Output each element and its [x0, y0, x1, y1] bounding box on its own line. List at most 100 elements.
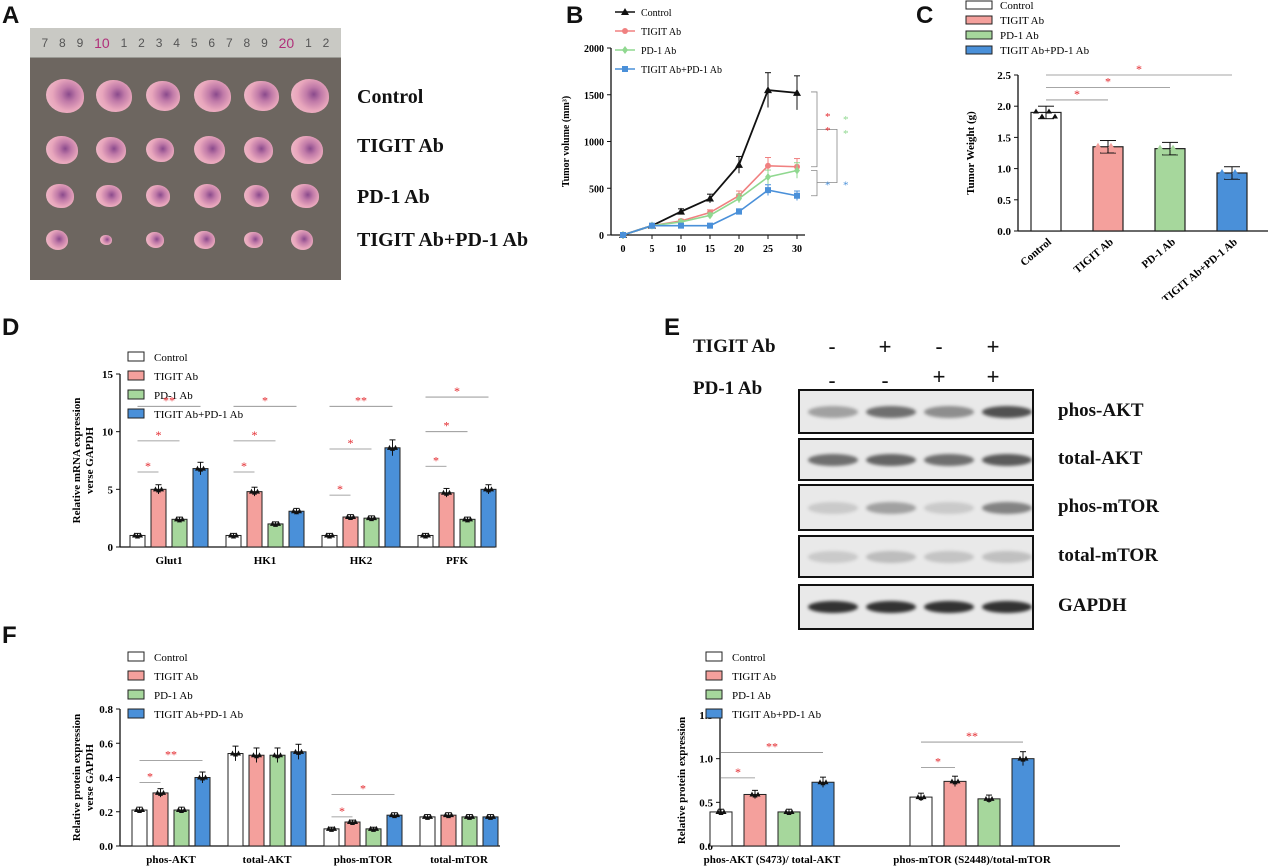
replicate-point [132, 532, 137, 538]
blot-band [924, 405, 974, 418]
tumor-specimen [291, 230, 313, 250]
category-label: Control [1018, 236, 1054, 269]
tumor-volume-line-chart: 0 500 1000 1500 2000 0 5 10 15 20 25 30 Tumor volume… [561, 8, 849, 255]
replicate-point [755, 791, 761, 797]
blot-label: total-mTOR [1058, 544, 1158, 566]
replicate-point [1046, 108, 1052, 114]
panel-letter-d: D [2, 314, 20, 341]
legend-label: TIGIT Ab+PD-1 Ab [641, 65, 722, 76]
x-tick-label: 30 [792, 244, 802, 255]
replicate-point [989, 795, 995, 801]
blot-label: phos-mTOR [1058, 495, 1160, 517]
replicate-point [330, 532, 335, 538]
replicate-point [251, 752, 256, 758]
bar [482, 816, 499, 847]
replicate-point [721, 808, 727, 814]
replicate-point [228, 532, 233, 538]
y-axis-label: Tumor Weight (g) [965, 111, 977, 195]
significance-star: * [843, 128, 849, 140]
replicate-point [230, 750, 235, 756]
bar [438, 492, 455, 548]
y-tick-label: 0.8 [99, 704, 113, 716]
legend-swatch [965, 15, 993, 25]
y-tick-label: 5 [108, 484, 114, 496]
replicate-point [387, 444, 392, 450]
pd1-lane-sign: - [828, 368, 836, 393]
legend-swatch [127, 389, 145, 400]
panel-letter-e: E [664, 314, 681, 341]
legend-swatch [127, 708, 145, 719]
panel-letter-c: C [916, 2, 934, 29]
bar [943, 780, 967, 847]
legend-swatch [705, 651, 723, 662]
tumor-specimen [193, 230, 215, 250]
panel-letter-f: F [2, 622, 17, 649]
bar [173, 809, 190, 847]
y-tick-label: 2000 [584, 44, 604, 55]
replicate-point [1101, 147, 1107, 153]
replicate-point [1238, 173, 1244, 179]
bar [288, 510, 305, 548]
ruler-mark: 8 [243, 35, 251, 50]
mrna-expression-bar-chart: 0 5 10 15 Relative mRNA expression verse GAPD… [71, 351, 497, 567]
replicate-point [153, 486, 158, 492]
replicate-point [324, 532, 329, 538]
blot-band [866, 501, 916, 514]
significance-star: ** [355, 393, 367, 407]
y-tick-label: 0.2 [99, 807, 113, 819]
data-point [764, 86, 772, 94]
x-tick-label: 25 [763, 244, 773, 255]
category-label: total-AKT [243, 854, 293, 866]
y-tick-label: 1.5 [997, 132, 1011, 144]
y-tick-label: 1000 [584, 138, 604, 149]
legend-swatch [965, 45, 993, 55]
ruler-mark: 7 [41, 35, 49, 50]
ruler-mark: 3 [155, 35, 163, 50]
replicate-point [272, 752, 277, 758]
bar [171, 518, 188, 548]
replicate-point [1163, 149, 1169, 155]
blot-band [808, 501, 858, 514]
replicate-point [468, 516, 473, 522]
replicate-point [270, 520, 275, 526]
significance-star: * [360, 782, 366, 796]
tumor-specimen [100, 234, 112, 246]
tigit-lane-sign: + [878, 334, 892, 359]
blot-band [866, 550, 916, 563]
blot-phos-akt [798, 389, 1034, 434]
legend-label: TIGIT Ab [154, 371, 199, 383]
row-label-combo: TIGIT Ab+PD-1 Ab [357, 229, 529, 251]
bar [363, 517, 380, 548]
significance-star: * [262, 393, 268, 407]
replicate-point [203, 774, 208, 780]
ruler-mark: 7 [225, 35, 233, 50]
significance-star: * [339, 804, 345, 818]
legend-swatch [127, 670, 145, 681]
legend-label: TIGIT Ab [1000, 15, 1045, 27]
tumor-specimen [46, 230, 68, 250]
replicate-point [921, 794, 927, 800]
protein-expression-bar-chart: 0.0 0.2 0.4 0.6 0.8 Relative protein expressi… [71, 651, 500, 866]
blot-band [982, 601, 1032, 613]
tumor-specimen [46, 135, 78, 165]
legend-marker [622, 46, 628, 54]
replicate-point [134, 807, 139, 813]
category-label: HK1 [254, 555, 277, 567]
replicate-point [483, 486, 488, 492]
data-point [707, 222, 713, 229]
legend-label: PD-1 Ab [1000, 30, 1039, 42]
y-tick-label: 10 [102, 427, 114, 439]
replicate-point [299, 748, 304, 754]
replicate-point [393, 444, 398, 450]
significance-star: ** [163, 393, 175, 407]
replicate-point [1176, 149, 1182, 155]
data-point [794, 166, 800, 175]
category-label: TIGIT Ab [1072, 236, 1116, 276]
x-tick-label: 0 [621, 244, 626, 255]
data-point [620, 232, 626, 238]
legend-label: TIGIT Ab [154, 671, 199, 683]
bar [192, 468, 209, 548]
replicate-point [347, 819, 352, 825]
bar [1092, 146, 1124, 232]
ruler: 7 8 9 10 1 2 3 4 5 6 7 8 9 20 1 2 [30, 28, 341, 58]
